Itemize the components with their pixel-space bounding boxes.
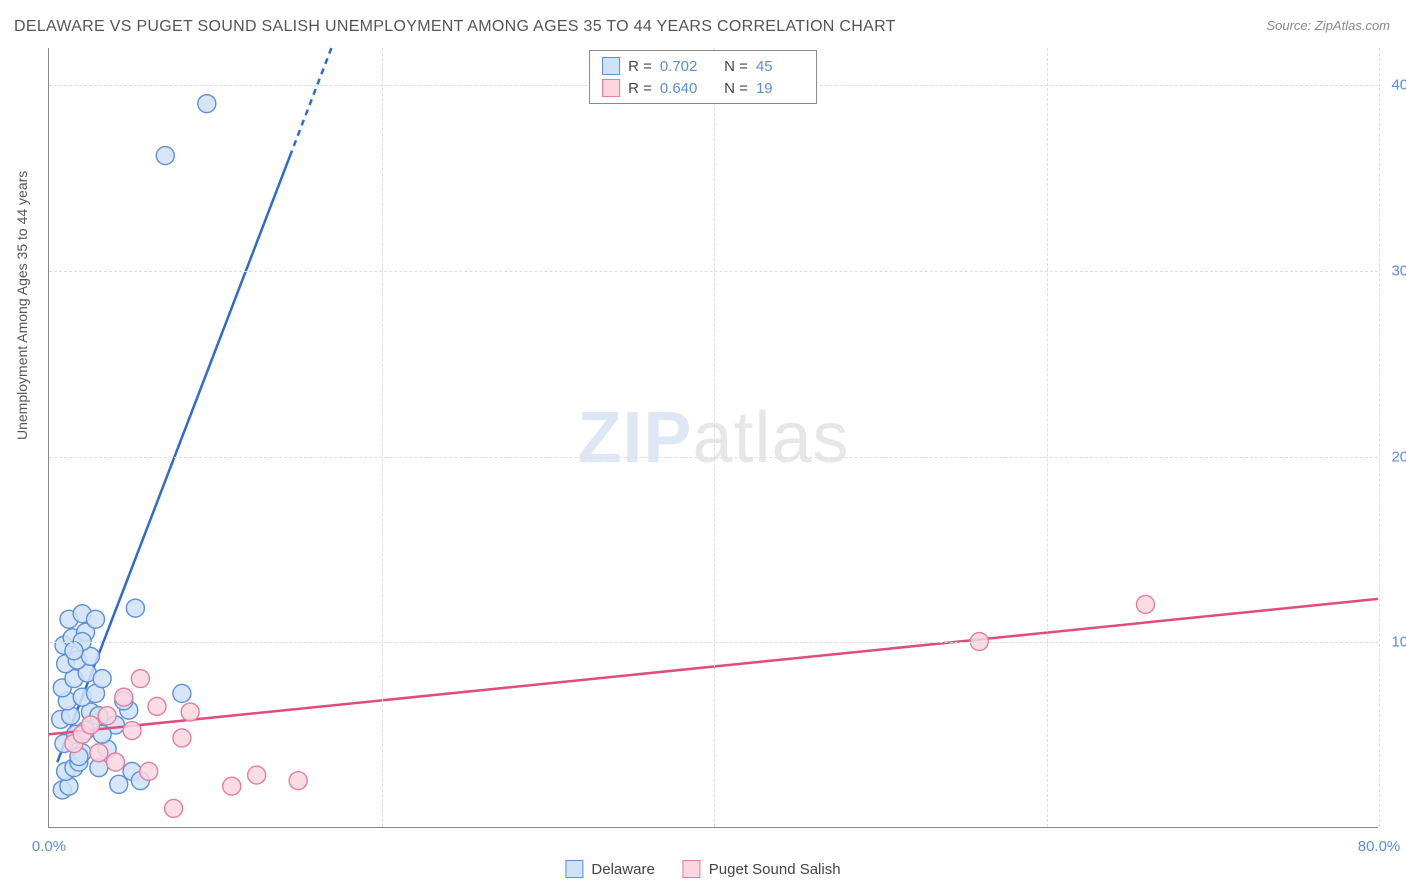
legend-item-puget: Puget Sound Salish xyxy=(683,860,841,878)
r-label: R = xyxy=(628,58,652,75)
vgrid-line xyxy=(714,48,715,827)
source-attribution: Source: ZipAtlas.com xyxy=(1266,18,1390,33)
legend-item-delaware: Delaware xyxy=(565,860,654,878)
n-value-delaware: 45 xyxy=(756,58,804,75)
r-label: R = xyxy=(628,80,652,97)
n-label: N = xyxy=(716,80,748,97)
r-value-puget: 0.640 xyxy=(660,80,708,97)
chart-title: DELAWARE VS PUGET SOUND SALISH UNEMPLOYM… xyxy=(14,18,896,36)
r-value-delaware: 0.702 xyxy=(660,58,708,75)
y-axis-label: Unemployment Among Ages 35 to 44 years xyxy=(14,171,30,440)
correlation-legend: R = 0.702 N = 45 R = 0.640 N = 19 xyxy=(589,50,817,104)
vgrid-line xyxy=(1379,48,1380,827)
swatch-puget xyxy=(602,79,620,97)
y-tick-label: 40.0% xyxy=(1391,77,1406,94)
vgrid-line xyxy=(382,48,383,827)
y-tick-label: 30.0% xyxy=(1391,262,1406,279)
y-tick-label: 10.0% xyxy=(1391,634,1406,651)
swatch-delaware-bottom xyxy=(565,860,583,878)
legend-row-delaware: R = 0.702 N = 45 xyxy=(602,55,804,77)
y-tick-label: 20.0% xyxy=(1391,448,1406,465)
series-legend: Delaware Puget Sound Salish xyxy=(565,860,840,878)
plot-area: ZIPatlas 10.0%20.0%30.0%40.0%0.0%80.0% xyxy=(48,48,1378,828)
x-tick-label: 80.0% xyxy=(1358,838,1401,855)
n-label: N = xyxy=(716,58,748,75)
legend-label-delaware: Delaware xyxy=(591,861,654,878)
swatch-delaware xyxy=(602,57,620,75)
n-value-puget: 19 xyxy=(756,80,804,97)
legend-label-puget: Puget Sound Salish xyxy=(709,861,841,878)
legend-row-puget: R = 0.640 N = 19 xyxy=(602,77,804,99)
swatch-puget-bottom xyxy=(683,860,701,878)
vgrid-line xyxy=(1047,48,1048,827)
x-tick-label: 0.0% xyxy=(32,838,66,855)
